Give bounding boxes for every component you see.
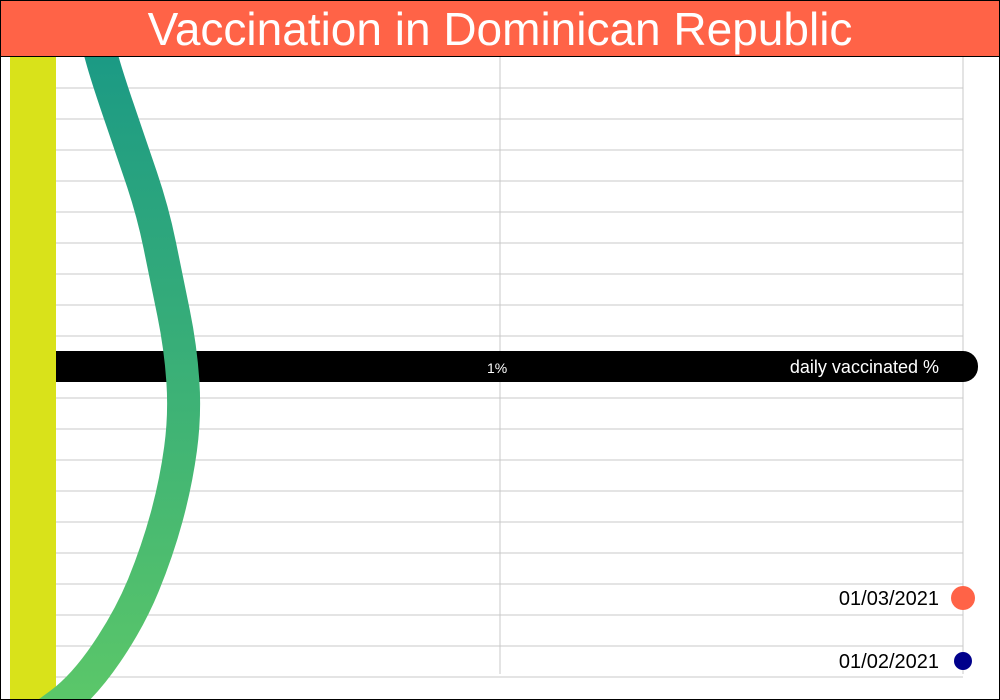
legend-marker bbox=[954, 652, 972, 670]
page-title: Vaccination in Dominican Republic bbox=[147, 2, 853, 55]
legend-label: 01/02/2021 bbox=[839, 651, 939, 673]
x-tick-label: 1% bbox=[487, 360, 507, 376]
axis-band bbox=[56, 351, 978, 382]
y-axis-label: daily vaccinated % bbox=[790, 357, 939, 377]
legend-label: 01/03/2021 bbox=[839, 588, 939, 610]
left-accent-bar bbox=[10, 57, 56, 699]
axis-band-left-edge bbox=[56, 351, 86, 382]
legend-marker bbox=[951, 586, 975, 610]
series-line bbox=[39, 24, 201, 699]
title-bar: Vaccination in Dominican Republic bbox=[1, 1, 999, 57]
